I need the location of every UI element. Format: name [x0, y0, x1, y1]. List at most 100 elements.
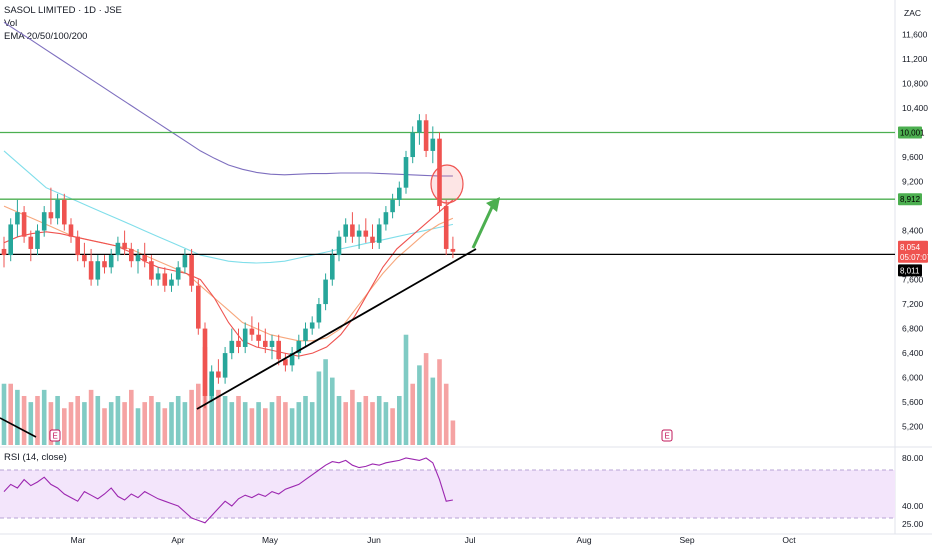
candle-body [82, 255, 87, 262]
candle-body [236, 340, 241, 347]
volume-bar [222, 395, 228, 445]
volume-bar [229, 402, 235, 445]
candle-body [363, 230, 369, 237]
volume-bar [108, 402, 114, 445]
time-axis-label: Jul [465, 535, 476, 545]
candle-body [390, 199, 395, 213]
ema-indicator-label[interactable]: EMA 20/50/100/200 [4, 31, 88, 42]
volume-bar [283, 402, 288, 445]
svg-text:8,011: 8,011 [900, 266, 920, 275]
candle-body [430, 138, 436, 151]
candle-body [209, 371, 214, 396]
trendline-up [196, 248, 477, 410]
svg-text:8,054: 8,054 [900, 243, 921, 252]
volume-bar [209, 377, 214, 445]
earnings-marker[interactable]: E [49, 429, 61, 442]
price-tick-label: 11,600 [902, 30, 928, 40]
price-tick-label: 5,200 [902, 422, 924, 432]
candle-body [189, 255, 194, 286]
candle-body [169, 279, 174, 286]
earnings-marker-box [49, 429, 61, 442]
candle-body [108, 255, 114, 268]
rsi-band [0, 470, 895, 518]
candle-body [269, 340, 275, 347]
price-tick-label: 6,800 [902, 324, 924, 334]
candle-body [397, 187, 402, 200]
support-price-label: 8,011 [898, 264, 922, 277]
candle-body [450, 248, 456, 252]
volume-bar [55, 395, 60, 445]
volume-bar [276, 395, 281, 445]
earnings-marker-future[interactable]: E [661, 429, 673, 442]
price-tick-label: 9,600 [902, 152, 924, 162]
candle-body [122, 242, 127, 249]
candle-body [289, 353, 295, 366]
volume-bar [102, 408, 107, 445]
volume-bar [437, 359, 442, 445]
volume-bar [48, 402, 54, 445]
symbol-title[interactable]: SASOL LIMITED · 1D · JSE [4, 5, 122, 16]
currency-label[interactable]: ZAC [904, 8, 921, 18]
candle-body [356, 230, 362, 237]
volume-bar [175, 395, 181, 445]
candle-body [343, 224, 348, 237]
volume-bar [443, 383, 449, 445]
volume-bar [430, 377, 436, 445]
volume-bar [256, 402, 261, 445]
svg-text:05:07:07: 05:07:07 [900, 253, 932, 262]
time-axis-label: Jun [367, 535, 381, 545]
candle-body [196, 285, 201, 329]
volume-bar [122, 402, 127, 445]
volume-bar [330, 377, 335, 445]
volume-bar [189, 389, 194, 445]
candle-body [443, 206, 449, 249]
price-tick-label: 10,800 [902, 79, 928, 89]
candle-body [242, 328, 248, 347]
candle-body [162, 273, 168, 286]
candle-body [296, 340, 302, 354]
rsi-tick-label: 80.00 [902, 453, 924, 463]
volume-bar [28, 402, 34, 445]
candle-body [88, 261, 94, 280]
volume-bar [129, 389, 134, 445]
trendline-down [0, 417, 37, 438]
candle-body [323, 279, 328, 305]
candle-body [216, 371, 221, 378]
volume-bar [403, 334, 409, 445]
price-tick-label: 7,600 [902, 275, 924, 285]
price-tick-label: 10,400 [902, 103, 928, 113]
candle-body [423, 120, 429, 151]
rsi-indicator-label[interactable]: RSI (14, close) [4, 452, 67, 463]
candle-body [68, 224, 74, 237]
volume-bar [236, 395, 241, 445]
candle-body [316, 304, 322, 323]
volume-bar [95, 395, 101, 445]
price-tick-label: 11,200 [902, 54, 928, 64]
volume-bar [115, 395, 121, 445]
volume-bar [410, 383, 415, 445]
volume-bar [390, 408, 395, 445]
price-tick-label: 6,400 [902, 348, 924, 358]
candle-body [182, 255, 188, 268]
volume-bar [289, 408, 295, 445]
volume-bar [155, 402, 161, 445]
candle-body [75, 236, 80, 256]
time-axis-label: Oct [782, 535, 796, 545]
volume-bar [21, 395, 27, 445]
price-tick-label: 8,400 [902, 226, 924, 236]
volume-indicator-label[interactable]: Vol [4, 18, 18, 29]
volume-bar [216, 389, 221, 445]
candle-body [21, 212, 27, 237]
candle-body [142, 255, 147, 262]
candle-body [115, 242, 121, 256]
candle-body [35, 230, 40, 249]
volume-bar [397, 395, 402, 445]
candle-body [1, 248, 7, 256]
volume-bar [309, 402, 315, 445]
candle-body [263, 340, 268, 347]
candle-body [437, 138, 442, 207]
volume-bar [196, 383, 201, 445]
candle-body [383, 212, 389, 225]
rsi-tick-label: 40.00 [902, 501, 924, 511]
